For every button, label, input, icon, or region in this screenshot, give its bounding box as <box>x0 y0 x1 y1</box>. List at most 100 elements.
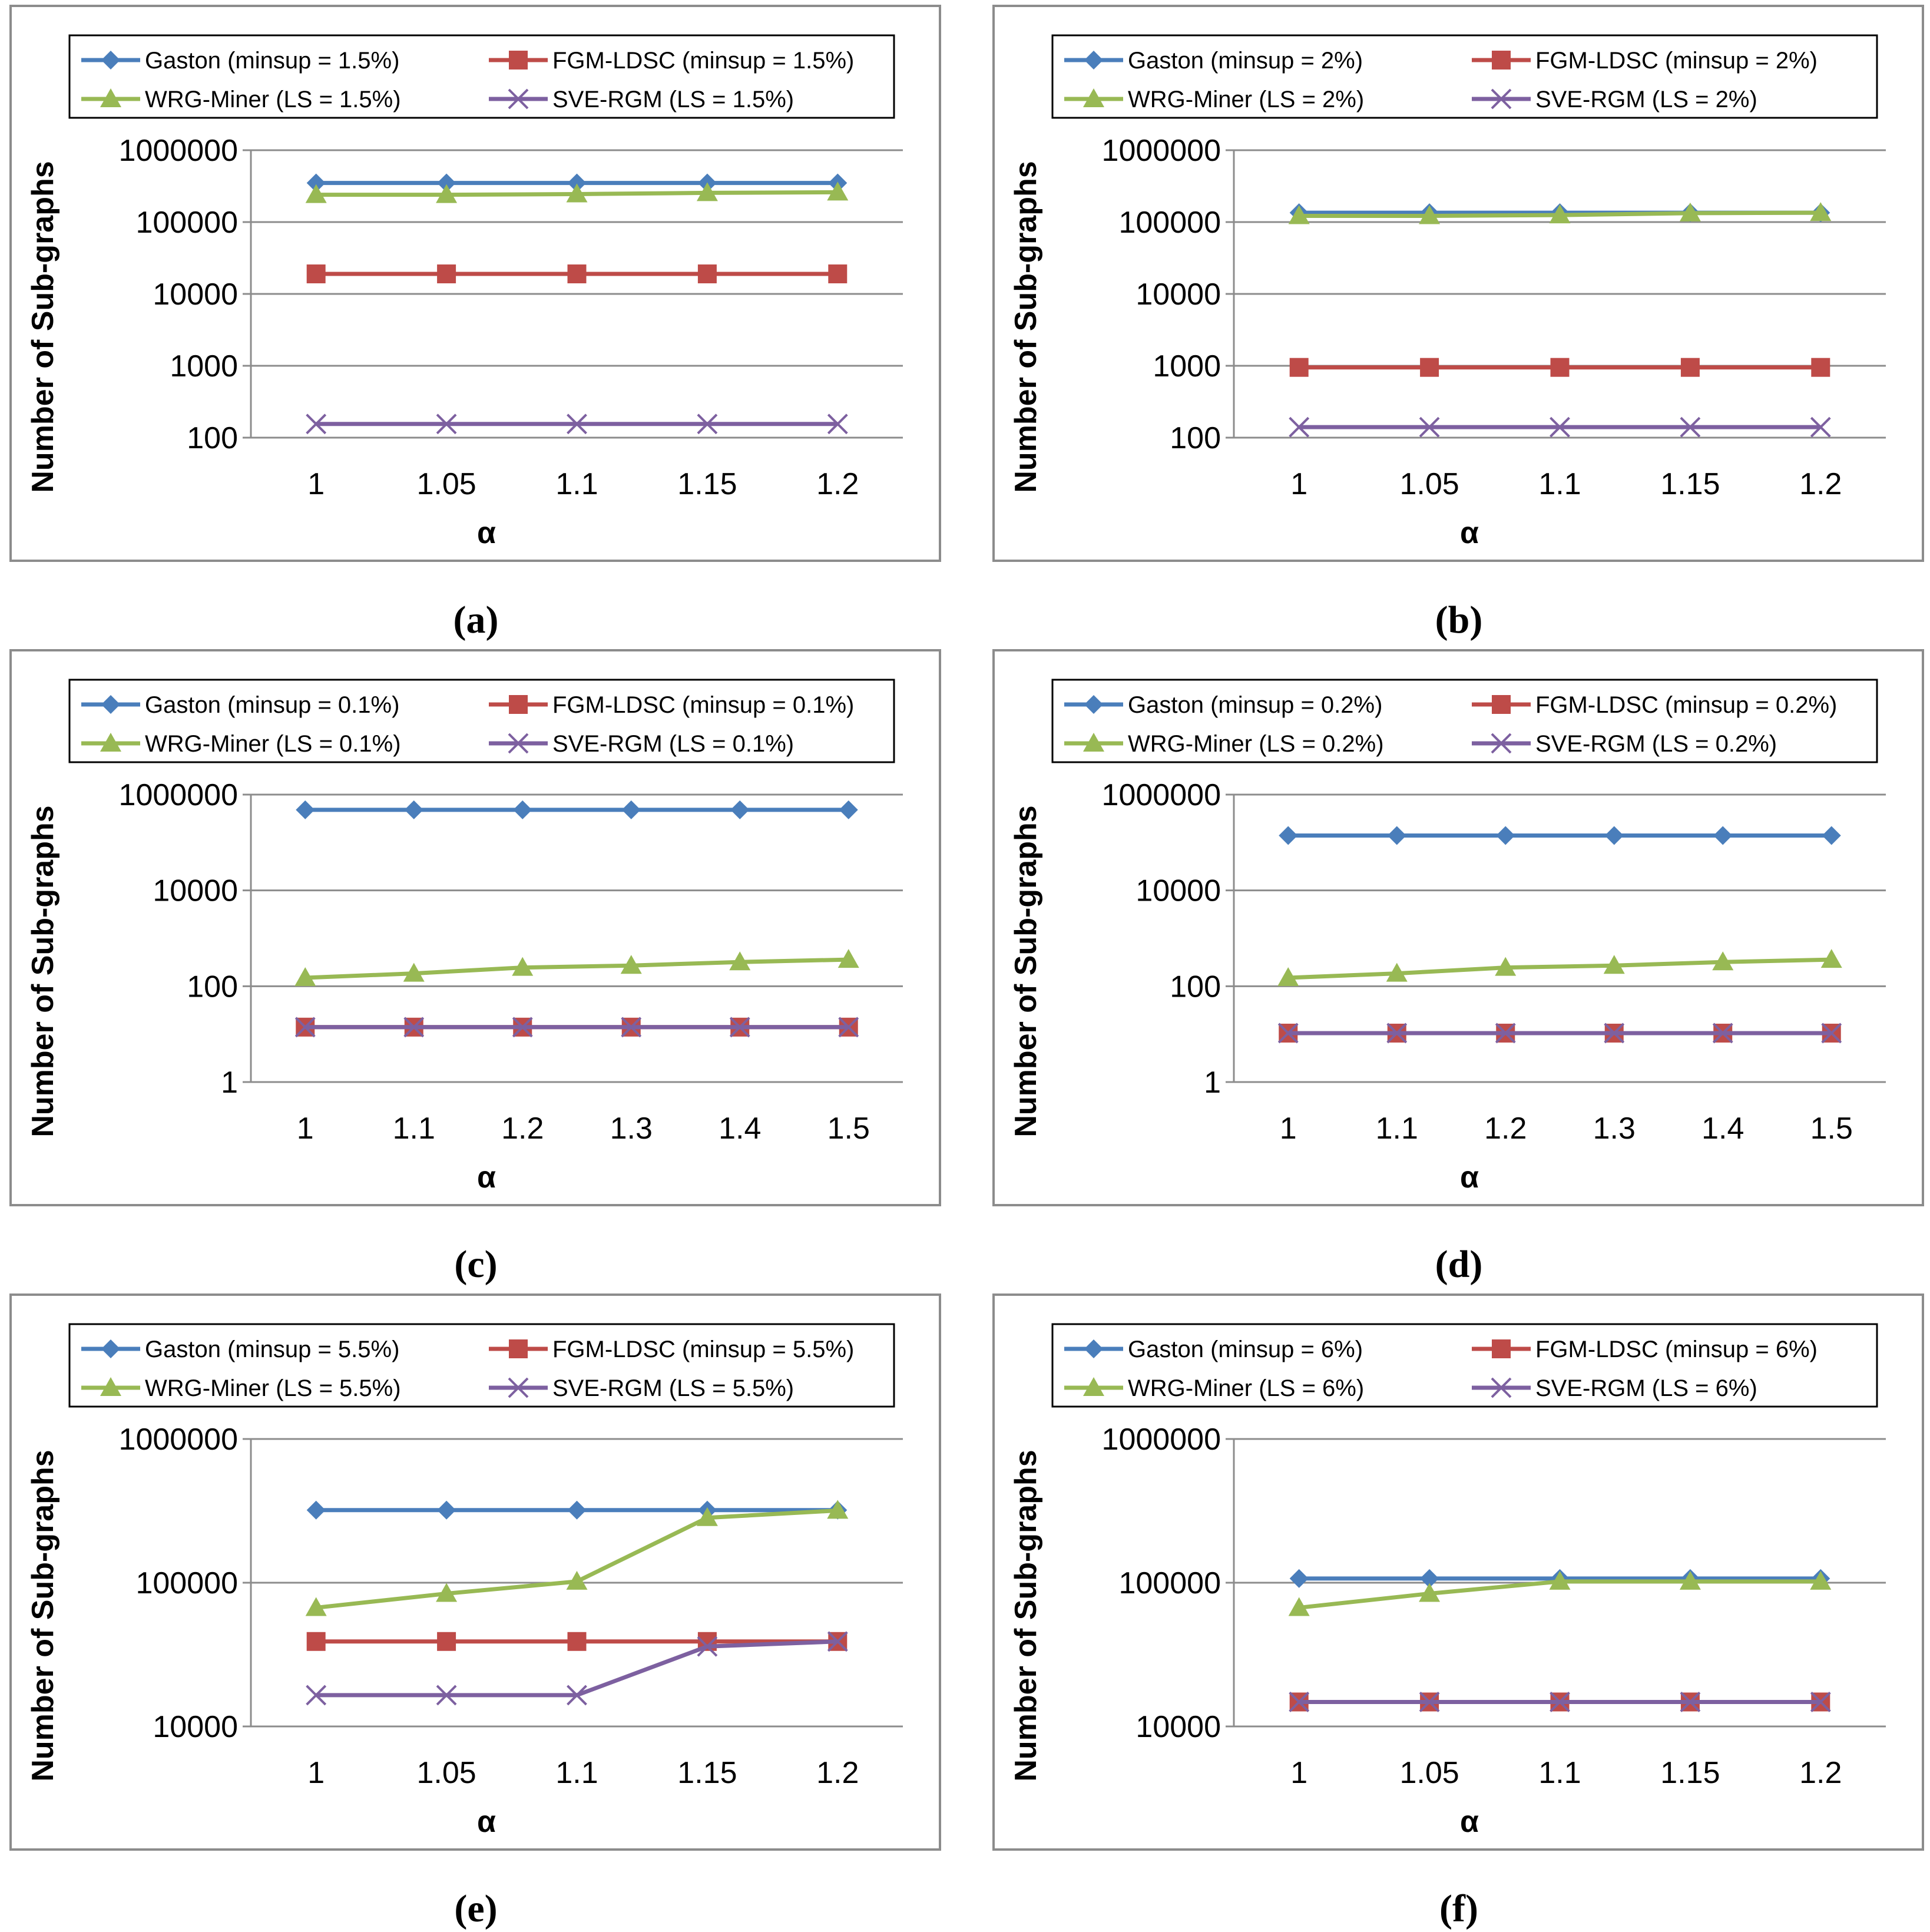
y-axis-label: Number of Sub-graphs <box>1009 161 1043 492</box>
legend-label: FGM-LDSC (minsup = 0.2%) <box>1535 692 1837 718</box>
point-gaston <box>1713 826 1733 845</box>
legend-marker <box>1084 695 1103 714</box>
point-wrg-miner <box>403 962 425 982</box>
x-tick-label: 1.2 <box>816 467 859 501</box>
point-gaston <box>437 1500 456 1520</box>
legend: Gaston (minsup = 0.2%) FGM-LDSC (minsup =… <box>1051 679 1878 763</box>
point-fgm-ldsc <box>437 264 456 283</box>
legend-label: SVE-RGM (LS = 0.1%) <box>552 731 794 757</box>
point-gaston <box>1387 826 1406 845</box>
x-tick-label: 1.15 <box>677 467 737 501</box>
x-axis-label: α <box>1460 516 1479 550</box>
legend-entry-fgm-ldsc: FGM-LDSC (minsup = 0.2%) <box>1472 692 1837 718</box>
point-wrg-miner <box>566 183 588 203</box>
legend-marker <box>1492 51 1511 70</box>
legend-entry-fgm-ldsc: FGM-LDSC (minsup = 1.5%) <box>489 48 854 74</box>
legend-marker <box>100 733 121 752</box>
point-sve-rgm <box>697 1636 718 1657</box>
legend-label: Gaston (minsup = 6%) <box>1128 1336 1363 1362</box>
legend-entry-wrg-miner: WRG-Miner (LS = 2%) <box>1064 87 1364 113</box>
panel-caption: (a) <box>453 598 499 641</box>
point-sve-rgm <box>1419 416 1440 438</box>
x-tick-label: 1.15 <box>1660 467 1720 501</box>
panel-caption: (e) <box>454 1887 497 1930</box>
point-wrg-miner <box>1549 1570 1571 1590</box>
point-sve-rgm <box>567 1685 587 1706</box>
point-wrg-miner <box>1549 204 1571 224</box>
point-sve-rgm <box>1289 416 1310 438</box>
x-axis-label: α <box>1460 1805 1479 1839</box>
point-sve-rgm <box>567 413 587 435</box>
series-line-wrg-miner <box>1288 957 1832 980</box>
x-tick-label: 1.05 <box>1399 1756 1459 1790</box>
legend-label: FGM-LDSC (minsup = 1.5%) <box>552 48 854 74</box>
legend-entry-sve-rgm: SVE-RGM (LS = 1.5%) <box>489 87 794 113</box>
panel-e: 10000 100000 1000000 1 1.05 1.1 1.15 1.2 α Number… <box>9 1293 941 1930</box>
legend-marker <box>508 733 529 754</box>
point-wrg-miner <box>1386 962 1408 982</box>
legend-entry-fgm-ldsc: FGM-LDSC (minsup = 5.5%) <box>489 1336 854 1362</box>
y-axis-label: Number of Sub-graphs <box>26 1450 60 1781</box>
series-wrg-miner <box>1277 949 1842 987</box>
x-tick-label: 1.2 <box>501 1111 544 1146</box>
point-fgm-ldsc <box>1811 358 1830 377</box>
legend: Gaston (minsup = 1.5%) FGM-LDSC (minsup =… <box>68 34 895 119</box>
legend: Gaston (minsup = 0.1%) FGM-LDSC (minsup =… <box>68 679 895 763</box>
legend-label: WRG-Miner (LS = 0.2%) <box>1128 731 1384 757</box>
legend-label: WRG-Miner (LS = 0.1%) <box>145 731 401 757</box>
point-gaston <box>1420 1569 1439 1588</box>
point-fgm-ldsc <box>306 1632 326 1651</box>
panel-caption: (f) <box>1439 1887 1478 1930</box>
x-tick-label: 1.15 <box>677 1756 737 1790</box>
x-tick-label: 1.1 <box>393 1111 435 1146</box>
point-sve-rgm <box>1419 1692 1440 1712</box>
y-tick-label: 100000 <box>1118 1566 1221 1600</box>
point-gaston <box>1604 826 1624 845</box>
point-wrg-miner <box>1277 967 1299 987</box>
point-wrg-miner <box>294 967 316 987</box>
x-tick-label: 1.1 <box>1376 1111 1418 1146</box>
point-wrg-miner <box>1679 1570 1701 1590</box>
y-tick-label: 1000000 <box>119 1422 238 1457</box>
point-sve-rgm <box>1550 1692 1570 1712</box>
x-tick-label: 1.3 <box>1593 1111 1636 1146</box>
x-tick-label: 1.1 <box>555 1756 598 1790</box>
y-tick-label: 1000000 <box>1102 134 1221 168</box>
x-tick-label: 1.1 <box>1538 467 1581 501</box>
x-tick-label: 1 <box>307 1756 325 1790</box>
legend-label: SVE-RGM (LS = 5.5%) <box>552 1375 794 1401</box>
point-gaston <box>437 173 456 193</box>
legend-entry-fgm-ldsc: FGM-LDSC (minsup = 0.1%) <box>489 692 854 718</box>
series-sve-rgm <box>1277 1023 1842 1044</box>
panel-caption: (b) <box>1435 598 1483 641</box>
legend-marker <box>1083 88 1104 107</box>
legend-box <box>1051 679 1878 763</box>
y-tick-label: 1000 <box>170 349 238 383</box>
point-sve-rgm <box>306 413 327 435</box>
legend-label: SVE-RGM (LS = 6%) <box>1535 1375 1757 1401</box>
legend-label: SVE-RGM (LS = 2%) <box>1535 87 1757 113</box>
point-wrg-miner <box>305 184 327 203</box>
point-sve-rgm <box>1604 1023 1625 1044</box>
panel-b: 100 1000 10000 100000 1000000 1 1.05 1.1 1.15 1.2… <box>992 5 1924 641</box>
series-fgm-ldsc <box>1289 358 1830 377</box>
point-gaston <box>306 1500 326 1520</box>
point-sve-rgm <box>1550 416 1570 438</box>
legend-entry-gaston: Gaston (minsup = 0.1%) <box>81 692 399 718</box>
point-fgm-ldsc <box>1289 358 1309 377</box>
y-tick-label: 1000 <box>1153 349 1221 383</box>
legend-marker <box>508 1377 529 1398</box>
x-axis-label: α <box>477 516 496 550</box>
point-fgm-ldsc <box>1420 358 1439 377</box>
y-tick-label: 100 <box>187 970 238 1004</box>
legend-marker <box>101 1339 120 1358</box>
point-wrg-miner <box>827 1500 849 1519</box>
point-sve-rgm <box>827 1631 848 1652</box>
point-sve-rgm <box>1712 1023 1733 1044</box>
y-tick-label: 10000 <box>1136 874 1221 908</box>
point-gaston <box>296 800 315 819</box>
series-gaston <box>306 1500 848 1520</box>
point-fgm-ldsc <box>306 264 326 283</box>
legend-label: Gaston (minsup = 0.2%) <box>1128 692 1382 718</box>
point-fgm-ldsc <box>697 264 717 283</box>
